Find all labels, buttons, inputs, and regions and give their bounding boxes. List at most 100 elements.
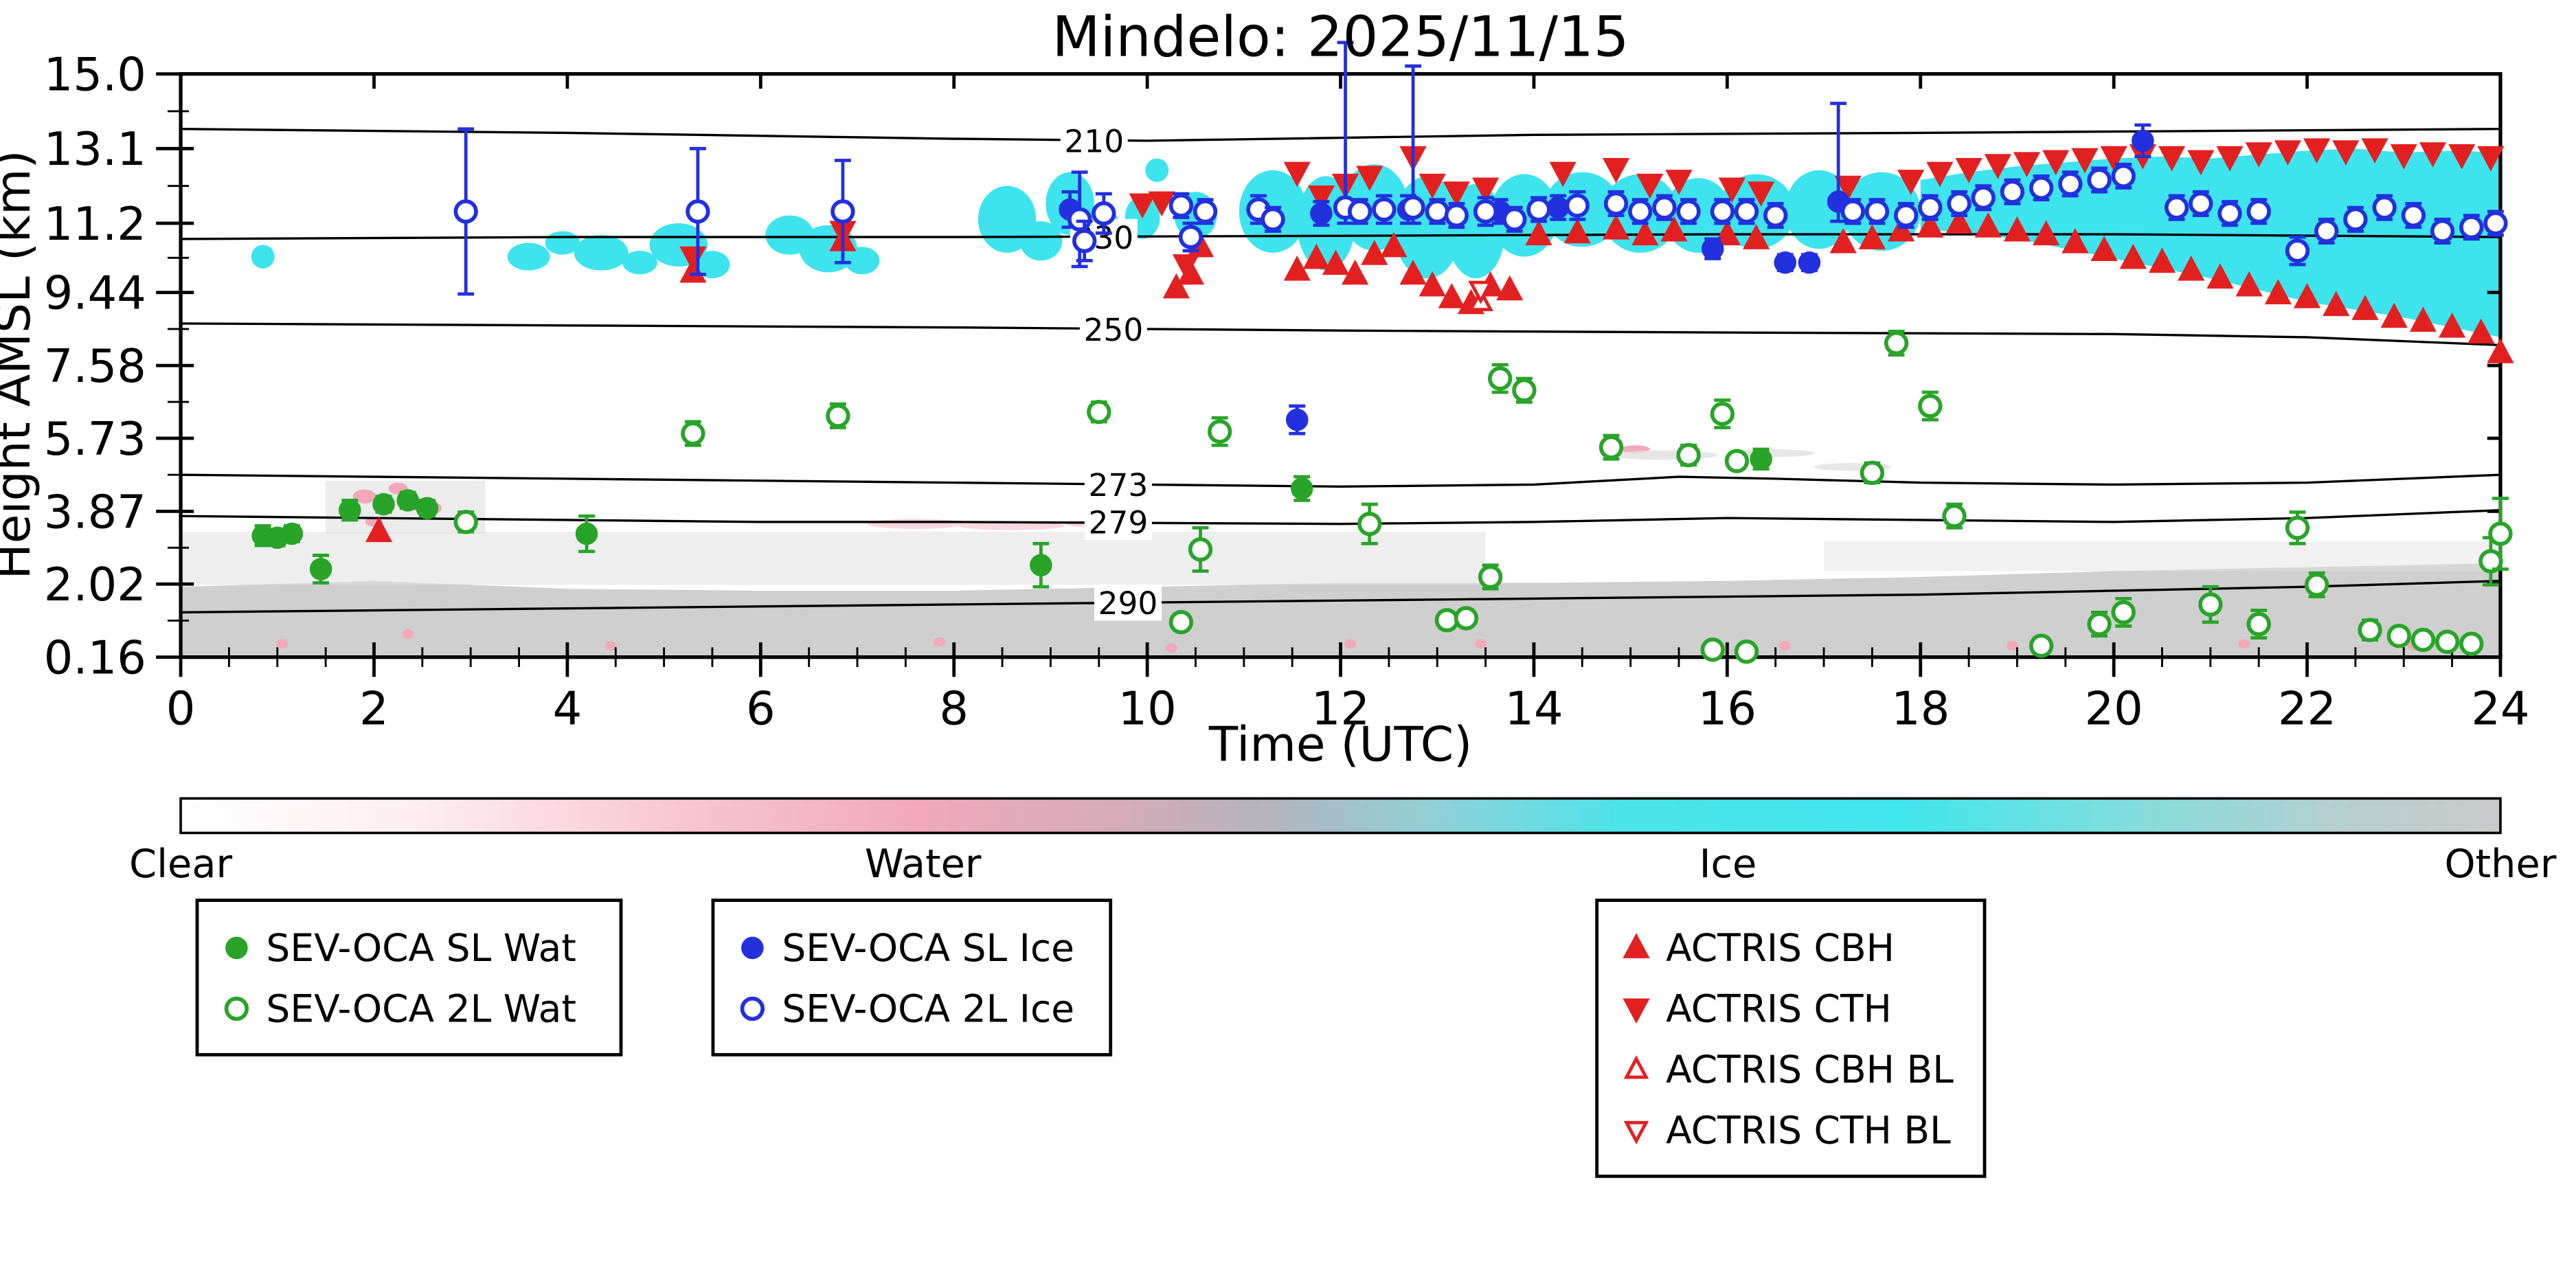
marker-actris-cbh: [1974, 212, 2002, 238]
marker-sev-oca-2l-ice: [453, 199, 478, 224]
marker-actris-cbh: [1888, 216, 1915, 242]
bg-blob-other_light: [1611, 450, 1718, 460]
bg-blob-water: [402, 629, 414, 639]
marker-actris-cth: [1623, 998, 1650, 1024]
marker-sev-oca-2l-wat: [2087, 611, 2112, 637]
marker-sev-oca-2l-wat: [1357, 511, 1382, 536]
marker-sev-oca-2l-ice: [2029, 175, 2054, 201]
isotherm-label-bg: [1084, 466, 1152, 503]
marker-sev-oca-2l-wat: [1942, 504, 1967, 528]
marker-sev-oca-sl-wat: [280, 522, 304, 545]
marker-sev-oca-2l-wat: [224, 996, 249, 1021]
marker-actris-cbh: [2148, 247, 2176, 273]
marker-actris-cth: [1307, 185, 1335, 211]
marker-sev-oca-2l-ice: [2087, 168, 2112, 192]
marker-sev-oca-sl-ice: [1701, 237, 1724, 260]
marker-actris-cbh: [2409, 306, 2437, 332]
marker-actris-cth: [1471, 177, 1500, 203]
marker-actris-cth: [2013, 152, 2041, 178]
marker-sev-oca-2l-ice: [1401, 195, 1425, 220]
colorbar-label-ice: Ice: [1699, 841, 1757, 887]
marker-sev-oca-2l-ice: [1473, 199, 1498, 224]
legend-label-sev-oca-sl-wat: SEV-OCA SL Wat: [266, 926, 576, 970]
marker-actris-cth-bl: [1468, 280, 1493, 304]
marker-actris-cbh: [1829, 227, 1857, 253]
marker-actris-cbh: [2293, 283, 2321, 308]
colorbar-gradient: [179, 797, 2502, 835]
bg-blob-ice: [251, 245, 275, 269]
legends: SEV-OCA SL Wat SEV-OCA 2L Wat SEV-OCA SL I…: [195, 899, 1987, 1178]
marker-actris-cth: [2448, 144, 2476, 170]
colorbar-label-water: Water: [865, 841, 982, 887]
marker-sev-oca-2l-ice: [1710, 199, 1735, 224]
marker-sev-oca-sl-wat: [575, 522, 598, 545]
bg-blob-other_light: [1727, 449, 1814, 457]
bg-blob-water: [1475, 639, 1487, 649]
bg-patch-other_light: [181, 532, 1486, 585]
marker-sev-oca-2l-wat: [2459, 631, 2484, 656]
marker-sev-oca-2l-ice: [1444, 203, 1469, 228]
marker-sev-oca-2l-ice: [740, 996, 765, 1021]
x-tick-label-4: 4: [553, 682, 583, 736]
bg-blob-water: [1779, 641, 1792, 651]
legend-label-sev-oca-2l-wat: SEV-OCA 2L Wat: [266, 987, 576, 1031]
marker-actris-cbh: [1631, 220, 1659, 246]
x-tick-label-16: 16: [1698, 682, 1756, 736]
marker-actris-cbh: [2061, 227, 2089, 253]
y-tick-label-5.73: 5.73: [44, 412, 146, 466]
marker-actris-cth: [1549, 161, 1577, 188]
marker-sev-oca-2l-wat: [1168, 610, 1194, 635]
marker-actris-cbh: [1660, 216, 1688, 242]
marker-sev-oca-2l-ice: [1526, 197, 1551, 222]
marker-actris-cbh: [1602, 214, 1630, 240]
marker-actris-cbh: [2439, 312, 2466, 338]
marker-actris-cth: [1283, 161, 1311, 188]
marker-sev-oca-2l-ice: [2111, 163, 2136, 189]
marker-sev-oca-2l-ice: [1603, 191, 1629, 216]
marker-sev-oca-sl-wat: [1290, 477, 1313, 500]
marker-sev-oca-sl-wat: [225, 936, 248, 960]
y-tick-label-7.58: 7.58: [44, 339, 146, 393]
marker-sev-oca-2l-ice: [1971, 185, 1996, 210]
marker-sev-oca-2l-wat: [681, 421, 705, 446]
marker-sev-oca-sl-wat: [1030, 554, 1052, 577]
marker-actris-cth: [1665, 170, 1693, 195]
marker-actris-cbh: [1302, 243, 1330, 269]
marker-sev-oca-2l-ice: [2372, 195, 2397, 220]
marker-sev-oca-2l-ice: [2000, 179, 2025, 204]
x-axis-label: Time (UTC): [1208, 717, 1472, 772]
marker-actris-cth: [2390, 144, 2417, 170]
marker-sev-oca-sl-ice: [2132, 129, 2154, 152]
marker-sev-oca-2l-wat: [1918, 394, 1943, 418]
marker-sev-oca-2l-ice: [1067, 207, 1092, 231]
marker-actris-cth: [1718, 177, 1745, 203]
marker-sev-oca-2l-ice: [2483, 211, 2508, 236]
marker-actris-cth: [2332, 140, 2360, 166]
marker-sev-oca-2l-wat: [1512, 378, 1537, 403]
marker-actris-cth: [1129, 193, 1156, 219]
marker-actris-cbh: [2206, 263, 2234, 289]
marker-actris-cbh: [1162, 273, 1190, 299]
marker-sev-oca-2l-wat: [1734, 639, 1759, 664]
marker-actris-cbh: [2380, 302, 2408, 328]
legend-label-actris-cbh-bl: ACTRIS CBH BL: [1666, 1048, 1954, 1092]
marker-actris-cbh: [2264, 279, 2292, 304]
isotherm-label-273: 273: [1089, 467, 1149, 504]
bg-blob-ice: [694, 251, 730, 279]
bg-blob-ice: [622, 251, 657, 275]
legend-box-0: [195, 899, 623, 1057]
marker-actris-cth: [1356, 166, 1383, 192]
marker-sev-oca-sl-wat: [309, 558, 332, 580]
marker-sev-oca-2l-ice: [1347, 199, 1372, 224]
bg-blob-water: [2006, 641, 2018, 651]
marker-actris-cbh: [2323, 291, 2350, 317]
marker-sev-oca-2l-ice: [1565, 193, 1590, 218]
marker-actris-cth: [1955, 157, 1982, 183]
axes: 0 2 4 6 8 10 12 14 16 18 20 22 240.162.023.875.737.5…: [44, 48, 2530, 736]
bg-patch-other_light: [1824, 541, 2500, 572]
x-tick-label-18: 18: [1891, 682, 1950, 736]
bg-band-other: [181, 563, 2500, 657]
